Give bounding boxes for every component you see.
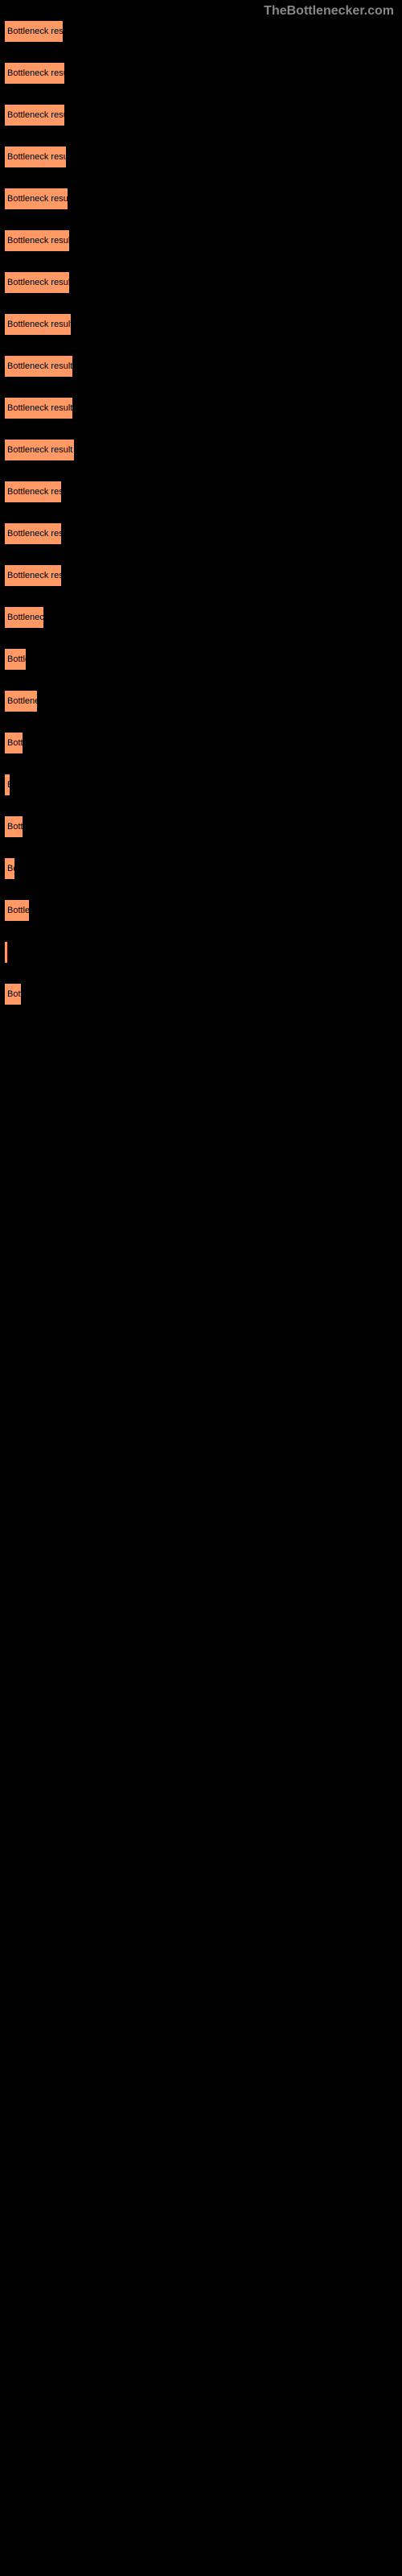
bar: Bottleneck result xyxy=(4,313,72,336)
bar-row: Bott xyxy=(4,983,398,1005)
bar-row: Bottleneck resu xyxy=(4,481,398,503)
bar: B xyxy=(4,774,10,796)
bar-row: Bottl xyxy=(4,732,398,754)
bar-row: Bottleneck result xyxy=(4,104,398,126)
bar: Bo xyxy=(4,857,15,880)
bar: Bottleneck resu xyxy=(4,522,62,545)
bar-row xyxy=(4,941,398,964)
bar xyxy=(4,941,8,964)
bar: Bottleneck result xyxy=(4,397,73,419)
bar-row: Bo xyxy=(4,857,398,880)
bar: Bottleneck result xyxy=(4,20,64,43)
watermark-text: TheBottlenecker.com xyxy=(264,4,394,19)
bar: Bottleneck resu xyxy=(4,564,62,587)
bar-row: Bottlen xyxy=(4,899,398,922)
bar-row: Bottleneck result xyxy=(4,188,398,210)
bar-row: B xyxy=(4,774,398,796)
bar: Bottleneck result xyxy=(4,188,68,210)
bar: Bottlen xyxy=(4,899,30,922)
bar: Bottleneck result xyxy=(4,62,65,85)
bar-row: Bottleneck resu xyxy=(4,522,398,545)
bar: Bottleneck result xyxy=(4,355,73,378)
bar-row: Bottlenec xyxy=(4,690,398,712)
bar-row: Bottleneck result xyxy=(4,229,398,252)
bar: Bottleneck result xyxy=(4,439,75,461)
bar: Bottl xyxy=(4,732,23,754)
bar-row: Bottleneck result xyxy=(4,313,398,336)
bar-row: Bottleneck result xyxy=(4,62,398,85)
bar: Bottleneck result xyxy=(4,146,67,168)
bar: Bottleneck result xyxy=(4,229,70,252)
bar: Bottle xyxy=(4,648,27,671)
bar-row: Bottl xyxy=(4,815,398,838)
bar: Bottleneck result xyxy=(4,104,65,126)
bar: Bottleneck resu xyxy=(4,481,62,503)
bar-row: Bottleneck result xyxy=(4,439,398,461)
bar: Bottleneck result xyxy=(4,271,70,294)
bar: Bottl xyxy=(4,815,23,838)
bar-row: Bottleneck resu xyxy=(4,564,398,587)
bar: Bott xyxy=(4,983,22,1005)
bar-row: Bottleneck result xyxy=(4,355,398,378)
bar-row: Bottleneck result xyxy=(4,271,398,294)
bar-row: Bottleneck result xyxy=(4,397,398,419)
bar-chart: Bottleneck result Bottleneck result Bottle… xyxy=(0,0,402,1029)
bar: Bottlenec xyxy=(4,690,38,712)
bar-row: Bottle xyxy=(4,648,398,671)
bar-row: Bottleneck xyxy=(4,606,398,629)
bar: Bottleneck xyxy=(4,606,44,629)
bar-row: Bottleneck result xyxy=(4,146,398,168)
bar-row: Bottleneck result xyxy=(4,20,398,43)
